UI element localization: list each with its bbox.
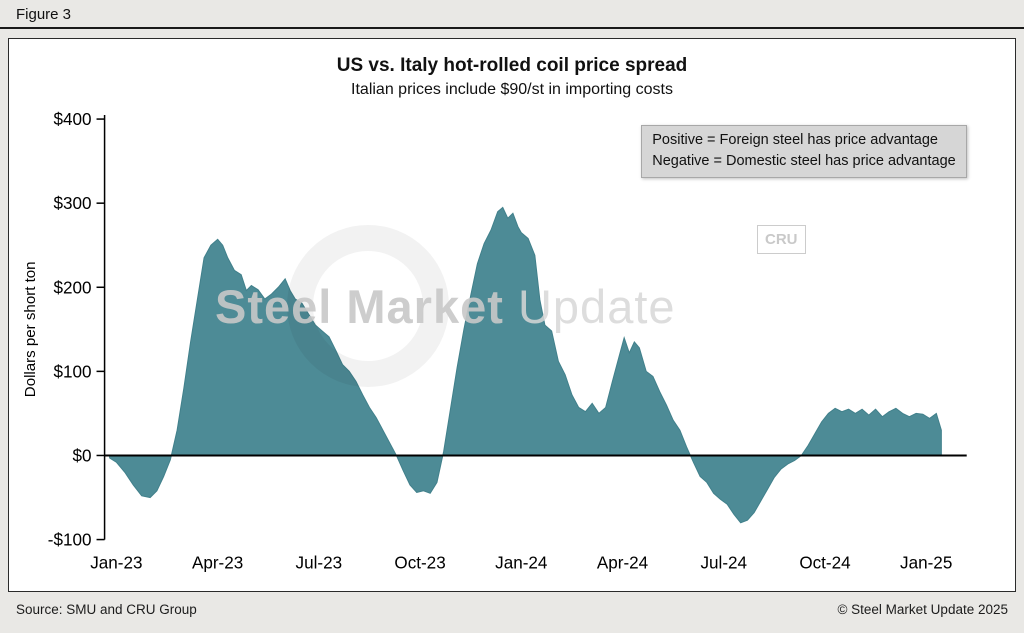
note-line-positive: Positive = Foreign steel has price advan… [652, 132, 938, 148]
x-tick-label: Jan-23 [90, 554, 142, 573]
x-tick-label: Oct-23 [394, 554, 445, 573]
chart-title: US vs. Italy hot-rolled coil price sprea… [336, 55, 688, 76]
x-tick-label: Jan-24 [495, 554, 547, 573]
note-line-negative: Negative = Domestic steel has price adva… [652, 153, 956, 170]
y-tick-label: -$100 [48, 531, 92, 550]
y-tick-label: $400 [53, 110, 91, 129]
y-axis-title: Dollars per short ton [22, 261, 39, 397]
chart-panel: US vs. Italy hot-rolled coil price sprea… [8, 38, 1016, 592]
note-box: Positive = Foreign steel has price advan… [641, 125, 967, 179]
source-note: Source: SMU and CRU Group [16, 602, 197, 617]
figure-label: Figure 3 [0, 0, 1024, 29]
x-tick-label: Oct-24 [799, 554, 850, 573]
figure-footer: Source: SMU and CRU Group © Steel Market… [0, 596, 1024, 617]
chart-subtitle: Italian prices include $90/st in importi… [351, 81, 673, 98]
copyright-note: © Steel Market Update 2025 [837, 602, 1008, 617]
y-tick-label: $0 [72, 447, 91, 466]
y-tick-label: $300 [53, 194, 91, 213]
x-tick-label: Apr-23 [192, 554, 243, 573]
y-tick-label: $100 [53, 362, 91, 381]
x-tick-label: Jul-23 [296, 554, 343, 573]
spread-area-series [109, 206, 942, 524]
y-tick-label: $200 [53, 278, 91, 297]
x-tick-label: Apr-24 [597, 554, 648, 573]
x-tick-label: Jul-24 [700, 554, 747, 573]
chart-area: $400 $300 $200 $100 $0 -$100 Jan-23 Apr-23 Jul-2… [9, 107, 1015, 575]
price-spread-chart: $400 $300 $200 $100 $0 -$100 Jan-23 Apr-23 Jul-2… [22, 110, 967, 573]
x-tick-label: Jan-25 [900, 554, 952, 573]
